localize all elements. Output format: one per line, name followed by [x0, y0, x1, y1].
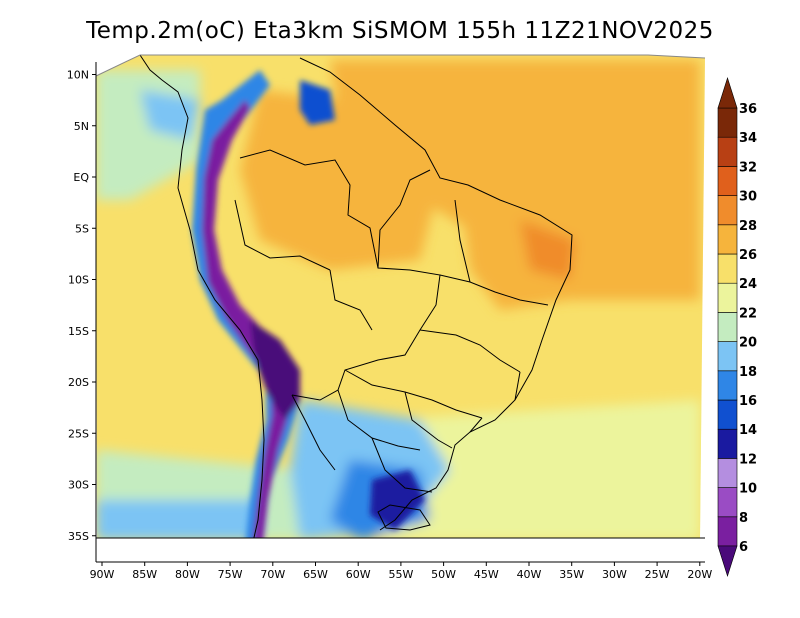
- colorbar-label: 12: [739, 452, 757, 467]
- lon-tick-label: 40W: [517, 568, 542, 581]
- colorbar-label: 32: [739, 160, 757, 175]
- lon-tick-label: 30W: [602, 568, 627, 581]
- colorbar-high-arrow: [717, 77, 738, 109]
- colorbar-label: 26: [739, 248, 757, 263]
- colorbar-segment: [717, 312, 738, 342]
- map-boundaries: [139, 55, 573, 538]
- colorbar-segment: [717, 195, 738, 226]
- colorbar-segment: [717, 370, 738, 401]
- lon-tick-label: 75W: [218, 568, 243, 581]
- lat-tick-label: 20S: [68, 376, 89, 389]
- colorbar-label: 30: [739, 190, 757, 205]
- longitude-axis: 90W 85W 80W 75W 70W 65W 60W 55W 50W 45W 40W 35W 30W 2…: [90, 562, 712, 581]
- colorbar-label: 10: [739, 482, 757, 497]
- lat-tick-label: 25S: [68, 427, 89, 440]
- lat-tick-label: 10S: [68, 274, 89, 287]
- colorbar-label: 18: [739, 365, 757, 380]
- plot-frame: [95, 54, 706, 563]
- colorbar-segment: [717, 282, 738, 313]
- colorbar-label: 24: [739, 277, 757, 292]
- colorbar-label: 14: [739, 423, 757, 438]
- colorbar-segment: [717, 428, 738, 459]
- lat-tick-label: 5N: [74, 120, 89, 133]
- lon-tick-label: 50W: [431, 568, 456, 581]
- lon-tick-label: 25W: [645, 568, 670, 581]
- lon-tick-label: 55W: [388, 568, 413, 581]
- colorbar-segment: [717, 516, 738, 547]
- colorbar-low-arrow: [717, 545, 738, 577]
- map-title: Temp.2m(oC) Eta3km SiSMOM 155h 11Z21NOV2…: [85, 18, 714, 44]
- temperature-field: [96, 55, 705, 538]
- colorbar-segment: [717, 399, 738, 430]
- colorbar-label: 28: [739, 219, 757, 234]
- colorbar-label: 16: [739, 394, 757, 409]
- colorbar-segment: [717, 224, 738, 255]
- colorbar-label: 36: [739, 102, 757, 117]
- colorbar-segment: [717, 487, 738, 518]
- temperature-colorbar: 6 8 10 12 14 16 18 20 22 24 26 28 30 32 34 36: [717, 77, 757, 577]
- colorbar-segment: [717, 458, 738, 488]
- colorbar-segment: [717, 341, 738, 372]
- colorbar-segment: [717, 136, 738, 167]
- colorbar-segment: [717, 253, 738, 284]
- lat-tick-label: 10N: [67, 69, 89, 82]
- colorbar-segment: [717, 107, 738, 138]
- lon-tick-label: 20W: [687, 568, 712, 581]
- latitude-axis: 10N 5N EQ 5S 10S 15S 20S 25S 30S 35S: [67, 69, 96, 543]
- lon-tick-label: 45W: [474, 568, 499, 581]
- lon-tick-label: 35W: [559, 568, 584, 581]
- lon-tick-label: 70W: [260, 568, 285, 581]
- colorbar-label: 6: [739, 540, 748, 555]
- lon-tick-label: 80W: [175, 568, 200, 581]
- lat-tick-label: 35S: [68, 530, 89, 543]
- colorbar-segment: [717, 166, 738, 196]
- lon-tick-label: 90W: [90, 568, 115, 581]
- lon-tick-label: 85W: [132, 568, 157, 581]
- colorbar-label: 34: [739, 131, 757, 146]
- colorbar-label: 20: [739, 336, 757, 351]
- colorbar-label: 22: [739, 306, 757, 321]
- lon-tick-label: 60W: [346, 568, 371, 581]
- lat-tick-label: 30S: [68, 479, 89, 492]
- lat-tick-label: EQ: [73, 171, 89, 184]
- lat-tick-label: 5S: [75, 222, 89, 235]
- colorbar-label: 8: [739, 511, 748, 526]
- lon-tick-label: 65W: [303, 568, 328, 581]
- lat-tick-label: 15S: [68, 325, 89, 338]
